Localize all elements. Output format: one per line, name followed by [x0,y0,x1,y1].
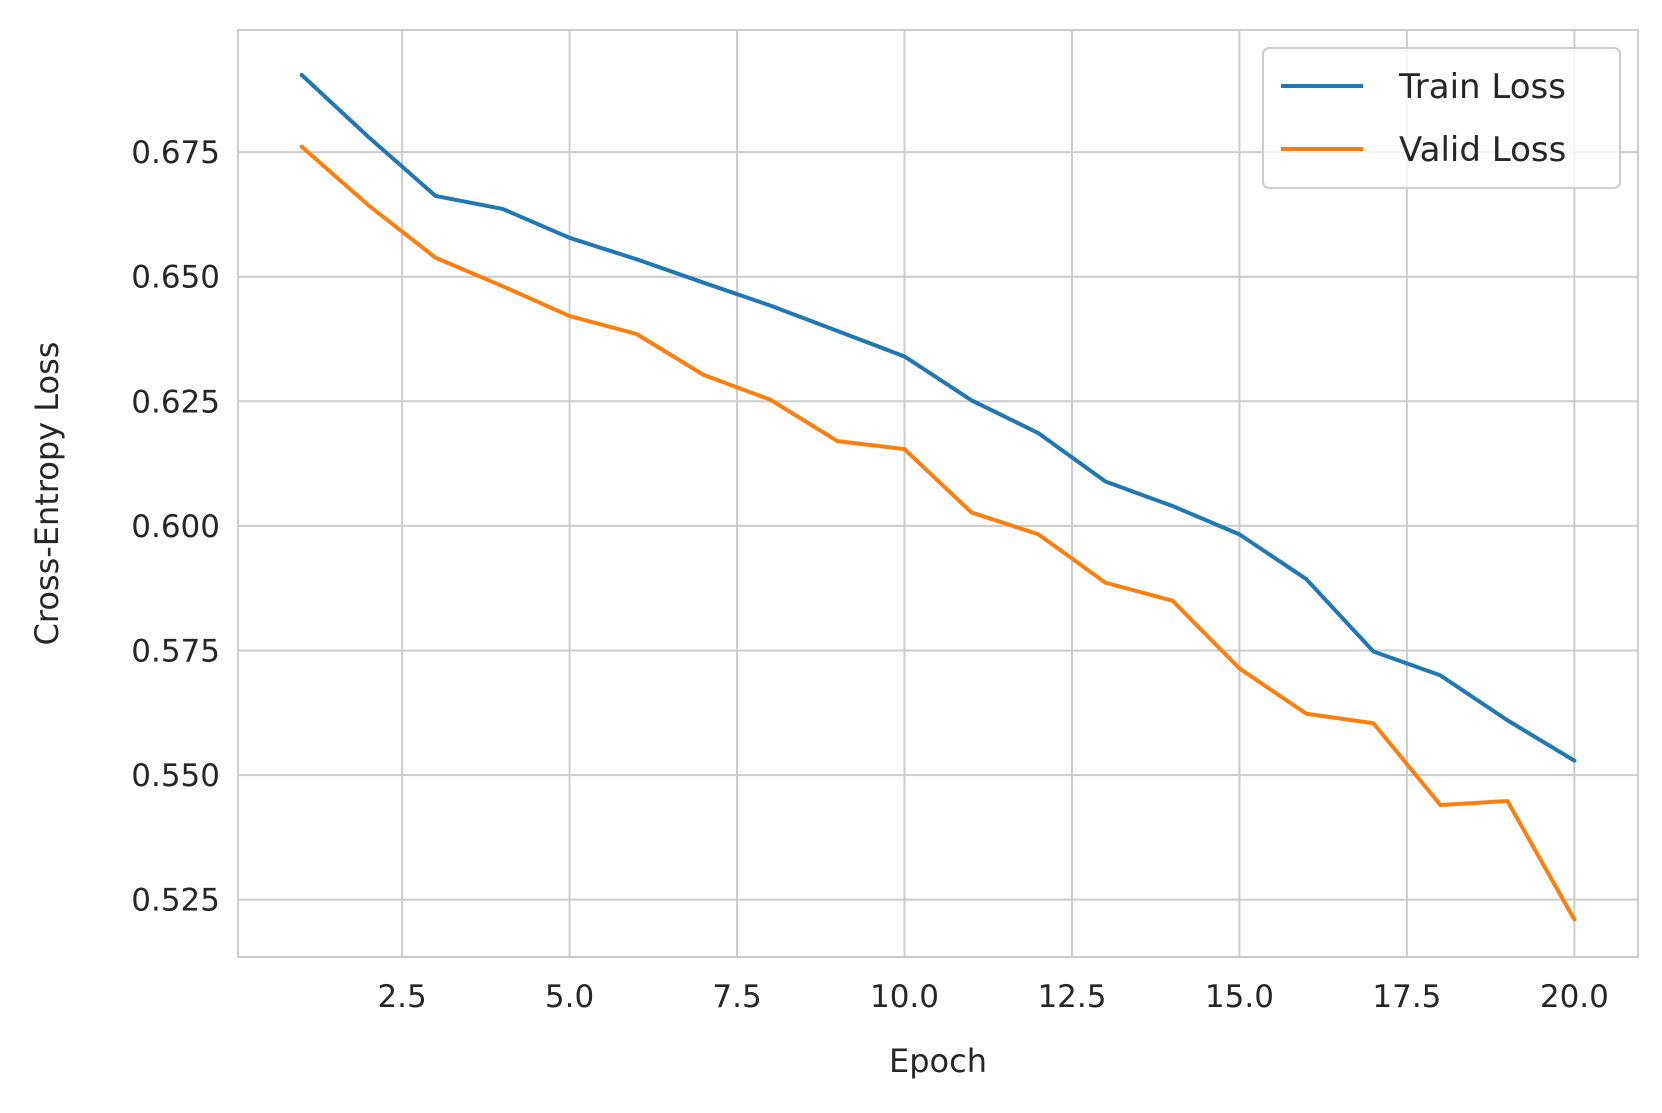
y-tick-label: 0.675 [131,135,220,171]
series-line-train-loss [299,72,1577,763]
y-tick-label: 0.575 [131,633,220,669]
x-axis-ticks: 2.5 5.0 7.5 10.0 12.5 15.0 17.5 20.0 [377,979,1608,1015]
legend-label: Train Loss [1398,67,1566,107]
x-axis-label: Epoch [889,1042,987,1080]
y-axis-ticks: 0.525 0.550 0.575 0.600 0.625 0.650 0.675 [131,135,220,919]
y-tick-label: 0.625 [131,384,220,420]
y-tick-label: 0.650 [131,260,220,296]
x-tick-label: 20.0 [1540,979,1609,1015]
y-tick-label: 0.600 [131,509,220,545]
plot-frame [237,29,1639,958]
x-tick-label: 15.0 [1205,979,1274,1015]
y-tick-label: 0.525 [131,883,220,919]
x-tick-label: 2.5 [377,979,426,1015]
legend-label: Valid Loss [1399,130,1566,170]
y-tick-label: 0.550 [131,758,220,794]
y-axis-label: Cross-Entropy Loss [28,342,66,646]
legend: Train Loss Valid Loss [1262,47,1621,189]
series-lines [299,72,1577,922]
series-line-valid-loss [299,144,1577,922]
x-tick-label: 7.5 [712,979,761,1015]
grid [238,30,1638,957]
x-tick-label: 10.0 [870,979,939,1015]
x-tick-label: 12.5 [1037,979,1106,1015]
x-tick-label: 17.5 [1372,979,1441,1015]
legend-box [1262,47,1621,189]
x-tick-label: 5.0 [545,979,594,1015]
